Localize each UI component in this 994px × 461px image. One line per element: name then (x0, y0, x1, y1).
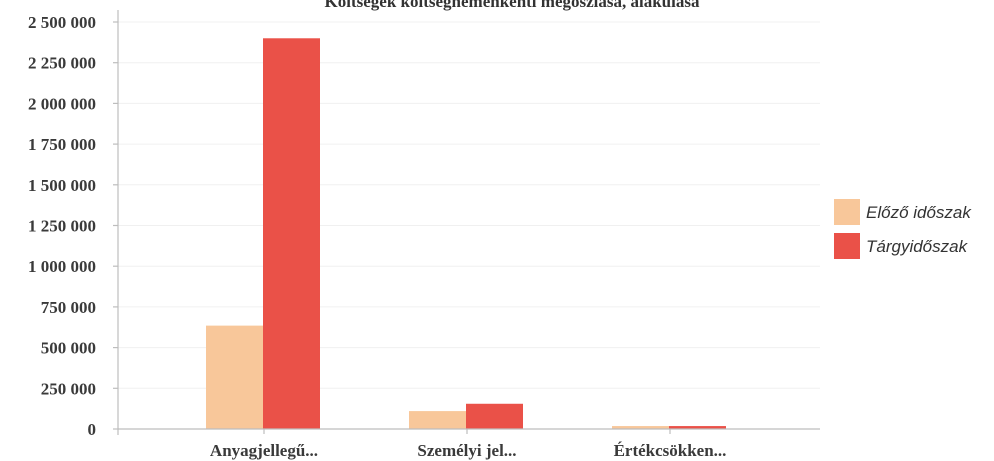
legend: Előző időszak Tárgyidőszak (834, 199, 972, 259)
bar-elozo-3 (612, 426, 669, 429)
bar-targy-1 (263, 38, 320, 429)
legend-label: Tárgyidőszak (866, 237, 969, 256)
bar-elozo-1 (206, 325, 263, 429)
legend-swatch (834, 233, 860, 259)
x-tick-label: Anyagjellegű... (210, 441, 318, 460)
x-tick-label: Személyi jel... (417, 441, 516, 460)
y-tick-label: 750 000 (41, 298, 96, 317)
chart-title: Költségek költségnemenkénti megoszlása, … (325, 0, 700, 11)
bars-layer (206, 38, 726, 429)
y-tick-label: 1 750 000 (28, 135, 96, 154)
y-tick-label: 2 250 000 (28, 54, 96, 73)
bar-targy-3 (669, 426, 726, 429)
y-tick-label: 1 250 000 (28, 217, 96, 236)
legend-label: Előző időszak (866, 203, 972, 222)
y-tick-label: 250 000 (41, 379, 96, 398)
x-tick-label: Értékcsökken... (614, 441, 727, 460)
y-tick-label: 2 000 000 (28, 94, 96, 113)
bar-elozo-2 (409, 411, 466, 429)
axis-layer: 0 250 000 500 000 750 000 1 000 000 1 250 000… (28, 10, 820, 460)
y-tick-label: 1 500 000 (28, 176, 96, 195)
y-tick-label: 0 (88, 420, 97, 439)
y-tick-label: 2 500 000 (28, 13, 96, 32)
y-tick-label: 500 000 (41, 339, 96, 358)
bar-targy-2 (466, 403, 523, 429)
legend-swatch (834, 199, 860, 225)
y-tick-label: 1 000 000 (28, 257, 96, 276)
